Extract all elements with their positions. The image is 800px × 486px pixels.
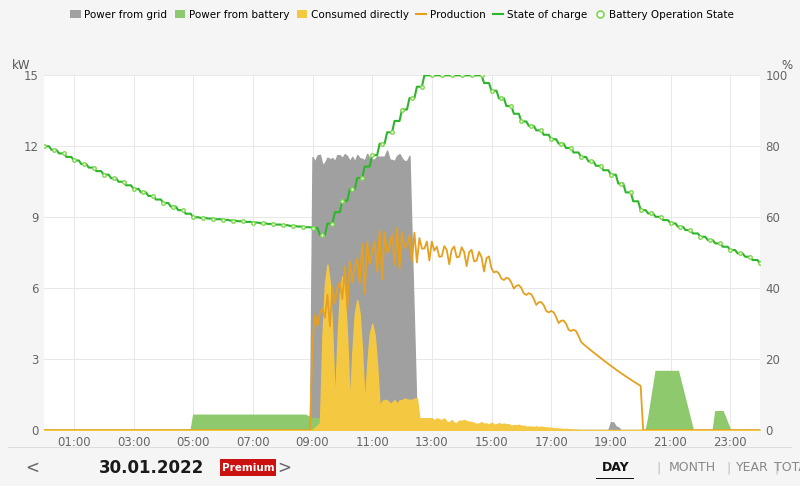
Text: 30.01.2022: 30.01.2022 <box>99 458 205 477</box>
Text: <: < <box>25 458 39 477</box>
Text: |: | <box>774 461 778 474</box>
Text: kW: kW <box>12 59 30 72</box>
Text: DAY: DAY <box>602 461 630 474</box>
Text: Premium: Premium <box>222 463 274 472</box>
Text: %: % <box>781 59 792 72</box>
Legend: Power from grid, Power from battery, Consumed directly, Production, State of cha: Power from grid, Power from battery, Con… <box>70 10 734 19</box>
Text: MONTH: MONTH <box>669 461 715 474</box>
Text: YEAR: YEAR <box>736 461 768 474</box>
Text: TOTAL: TOTAL <box>774 461 800 474</box>
Text: >: > <box>277 458 291 477</box>
Text: |: | <box>656 461 661 474</box>
Text: |: | <box>726 461 730 474</box>
